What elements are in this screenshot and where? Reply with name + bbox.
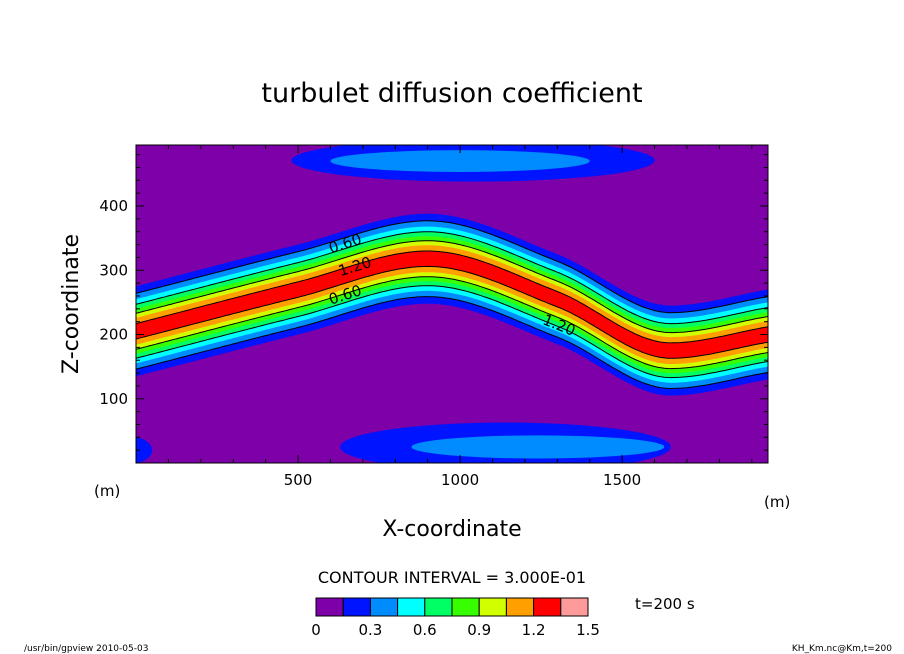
y-unit: (m) bbox=[94, 482, 120, 500]
y-axis-label: Z-coordinate bbox=[59, 234, 84, 374]
colorbar-swatch-5 bbox=[451, 597, 480, 617]
patch-4 bbox=[136, 437, 153, 463]
colorbar-tick-label-2: 0.6 bbox=[413, 621, 437, 639]
x-unit: (m) bbox=[764, 493, 790, 511]
colorbar-tick-label-0: 0 bbox=[311, 621, 321, 639]
band-level-7 bbox=[136, 250, 768, 359]
colorbar-swatch-4 bbox=[424, 597, 453, 617]
colorbar-swatch-6 bbox=[478, 597, 507, 617]
axis-ticks: 500 1000 1500 100 200 300 400 bbox=[99, 145, 768, 489]
x-tick-label-0: 500 bbox=[284, 471, 313, 489]
x-tick-label-1: 1000 bbox=[441, 471, 479, 489]
y-tick-label-3: 400 bbox=[99, 197, 128, 215]
colorbar-tick-label-4: 1.2 bbox=[522, 621, 546, 639]
colorbar-swatch-9 bbox=[560, 597, 589, 617]
colorbar-swatch-0 bbox=[315, 597, 344, 617]
x-tick-label-2: 1500 bbox=[603, 471, 641, 489]
contour-interval: CONTOUR INTERVAL = 3.000E-01 bbox=[318, 568, 586, 587]
x-axis-label: X-coordinate bbox=[382, 517, 521, 542]
colorbar-swatch-7 bbox=[505, 597, 535, 617]
plot-frame bbox=[135, 144, 769, 464]
colorbar-swatch-8 bbox=[533, 597, 562, 617]
patch-1 bbox=[330, 150, 590, 172]
colorbar-tick-label-5: 1.5 bbox=[576, 621, 600, 639]
plot-area bbox=[136, 145, 768, 463]
y-tick-label-0: 100 bbox=[99, 390, 128, 408]
colorbar-swatch-3 bbox=[397, 597, 426, 617]
footer-left: /usr/bin/gpview 2010-05-03 bbox=[24, 644, 148, 654]
band-group bbox=[136, 213, 768, 396]
y-tick-label-1: 200 bbox=[99, 326, 128, 344]
y-tick-label-2: 300 bbox=[99, 261, 128, 279]
colorbar-tick-label-3: 0.9 bbox=[467, 621, 491, 639]
footer-right: KH_Km.nc@Km,t=200 bbox=[792, 644, 892, 654]
colorbar: 0 0.3 0.6 0.9 1.2 1.5 bbox=[311, 597, 600, 639]
colorbar-tick-label-1: 0.3 bbox=[358, 621, 382, 639]
colorbar-swatch-1 bbox=[342, 597, 371, 617]
colorbar-swatch-2 bbox=[369, 597, 399, 617]
patch-group bbox=[136, 145, 671, 463]
chart-title: turbulet diffusion coefficient bbox=[261, 78, 642, 109]
time-label: t=200 s bbox=[635, 595, 695, 613]
patch-3 bbox=[411, 435, 665, 459]
